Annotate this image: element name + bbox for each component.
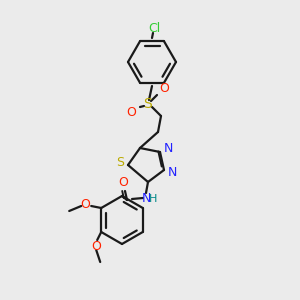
Text: N: N (163, 142, 173, 155)
Text: S: S (116, 157, 124, 169)
Text: N: N (167, 166, 177, 178)
Text: H: H (149, 194, 157, 204)
Text: O: O (159, 82, 169, 94)
Text: O: O (126, 106, 136, 118)
Text: S: S (144, 97, 152, 111)
Text: O: O (91, 239, 101, 253)
Text: O: O (118, 176, 128, 188)
Text: N: N (141, 193, 151, 206)
Text: O: O (80, 199, 90, 212)
Text: Cl: Cl (148, 22, 160, 35)
